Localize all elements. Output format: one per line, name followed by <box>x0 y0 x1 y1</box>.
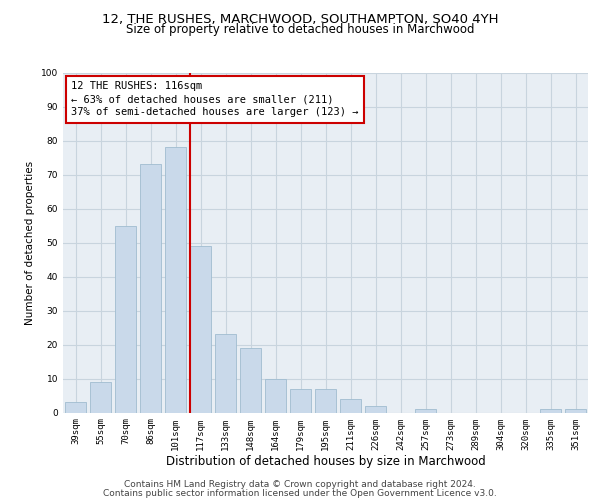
Bar <box>140 164 161 412</box>
Bar <box>340 399 361 412</box>
Bar <box>190 246 211 412</box>
Bar <box>215 334 236 412</box>
Y-axis label: Number of detached properties: Number of detached properties <box>25 160 35 324</box>
Bar <box>365 406 386 412</box>
Bar <box>65 402 86 412</box>
Bar <box>315 388 336 412</box>
Bar <box>165 148 186 412</box>
Bar <box>290 388 311 412</box>
Bar <box>90 382 111 412</box>
Text: Size of property relative to detached houses in Marchwood: Size of property relative to detached ho… <box>126 22 474 36</box>
Text: Contains public sector information licensed under the Open Government Licence v3: Contains public sector information licen… <box>103 489 497 498</box>
Text: 12 THE RUSHES: 116sqm
← 63% of detached houses are smaller (211)
37% of semi-det: 12 THE RUSHES: 116sqm ← 63% of detached … <box>71 81 358 118</box>
Bar <box>565 409 586 412</box>
Text: 12, THE RUSHES, MARCHWOOD, SOUTHAMPTON, SO40 4YH: 12, THE RUSHES, MARCHWOOD, SOUTHAMPTON, … <box>102 12 498 26</box>
Bar <box>265 378 286 412</box>
Bar <box>415 409 436 412</box>
Bar <box>115 226 136 412</box>
Text: Contains HM Land Registry data © Crown copyright and database right 2024.: Contains HM Land Registry data © Crown c… <box>124 480 476 489</box>
Bar <box>540 409 561 412</box>
Bar <box>240 348 261 412</box>
X-axis label: Distribution of detached houses by size in Marchwood: Distribution of detached houses by size … <box>166 455 485 468</box>
